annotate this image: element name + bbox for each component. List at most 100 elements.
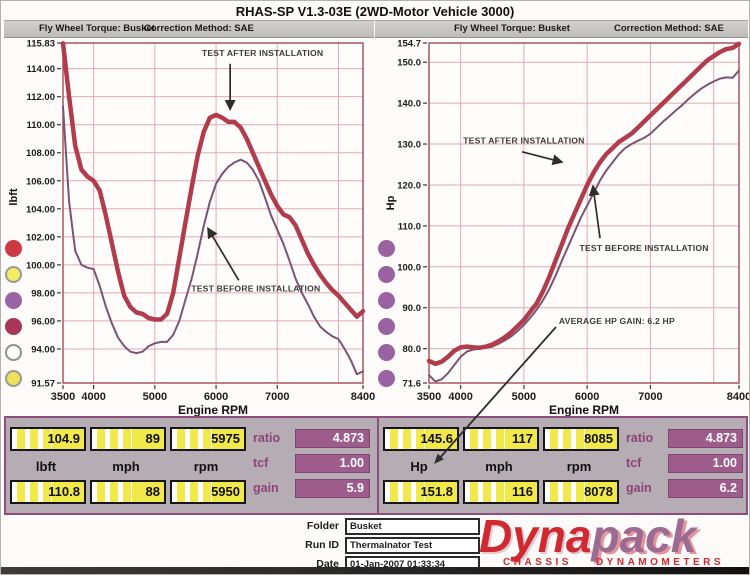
svg-text:154.7: 154.7	[397, 39, 421, 50]
speed-value: 89	[145, 431, 160, 446]
run-id-field[interactable]: Thermalnator Test	[345, 537, 480, 554]
channel-dot[interactable]	[378, 240, 395, 257]
hp-value: 151.8	[420, 484, 453, 499]
dynapack-logo: Dynapack CHASSIS DYNAMOMETERS	[479, 513, 743, 568]
rpm-display-secondary: 5950	[170, 480, 246, 504]
logo-chassis: CHASSIS	[503, 557, 572, 568]
torque-readouts: 104.9 89 5975 lbft mph rpm 110.8 88 5950…	[6, 418, 377, 513]
svg-text:91.57: 91.57	[31, 379, 55, 390]
window-title: RHAS-SP V1.3-03E (2WD-Motor Vehicle 3000…	[235, 4, 515, 19]
svg-text:100.0: 100.0	[397, 262, 421, 273]
torque-display-primary: 104.9	[10, 427, 86, 451]
hp-unit-label: Hp	[410, 459, 428, 474]
channel-dot[interactable]	[5, 344, 22, 361]
folder-label: Folder	[306, 520, 339, 532]
svg-text:120.0: 120.0	[397, 180, 421, 191]
ratio-value: 4.873	[668, 429, 743, 448]
curve-after_curve	[60, 41, 366, 322]
logo-dyna: Dyna	[479, 510, 592, 562]
correction-method-label: Correction Method: SAE	[144, 23, 254, 34]
speed-value: 116	[512, 484, 533, 499]
rpm-display-primary: 5975	[170, 427, 246, 451]
ratio-label: ratio	[253, 431, 281, 445]
svg-text:112.00: 112.00	[26, 92, 55, 103]
svg-text:130.0: 130.0	[397, 140, 421, 151]
tcf-label: tcf	[253, 456, 269, 470]
tcf-value: 1.00	[295, 454, 370, 473]
rpm-unit-label: rpm	[193, 459, 219, 474]
chart-annotation: TEST AFTER INSTALLATION	[463, 136, 584, 146]
curve-before_curve	[62, 105, 364, 376]
svg-text:8400: 8400	[351, 391, 375, 403]
svg-text:114.00: 114.00	[26, 64, 55, 75]
rpm-value: 8078	[584, 484, 613, 499]
svg-text:3500: 3500	[51, 391, 75, 403]
speed-display-secondary: 88	[90, 480, 166, 504]
svg-text:94.00: 94.00	[31, 344, 55, 355]
svg-text:98.00: 98.00	[31, 288, 55, 299]
svg-text:5000: 5000	[143, 391, 167, 403]
rpm-display-secondary: 8078	[543, 480, 619, 504]
chart-annotation: TEST BEFORE INSTALLATION	[580, 243, 709, 253]
svg-text:8400: 8400	[727, 391, 750, 403]
speed-unit-label: mph	[485, 459, 513, 474]
svg-text:104.00: 104.00	[26, 204, 55, 215]
torque-unit-label: lbft	[35, 459, 57, 474]
channel-dot[interactable]	[5, 370, 22, 387]
svg-text:7000: 7000	[638, 391, 662, 403]
scan-edge	[1, 567, 749, 574]
svg-text:5000: 5000	[512, 391, 536, 403]
svg-text:71.6: 71.6	[403, 379, 422, 390]
speed-display-primary: 89	[90, 427, 166, 451]
svg-text:108.00: 108.00	[26, 148, 55, 159]
speed-unit-label: mph	[112, 459, 140, 474]
channel-dot[interactable]	[378, 318, 395, 335]
svg-text:80.0: 80.0	[403, 344, 422, 355]
hp-chart: 154.7 150.0 140.0 130.0 120.0 110.0 100.0 90.0 8…	[393, 37, 750, 419]
folder-field[interactable]: Busket	[345, 518, 480, 535]
channel-dot[interactable]	[378, 344, 395, 361]
chart-annotation: TEST BEFORE INSTALLATION	[191, 283, 320, 293]
torque-chart-header: Fly Wheel Torque: Busket Correction Meth…	[4, 20, 374, 38]
channel-indicators-left	[5, 240, 23, 396]
gain-label: gain	[253, 481, 279, 495]
torque-source-label: Fly Wheel Torque: Busket	[454, 23, 570, 34]
torque-source-label: Fly Wheel Torque: Busket	[39, 23, 155, 34]
chart-annotation: AVERAGE HP GAIN: 6.2 HP	[559, 316, 675, 326]
channel-dot[interactable]	[378, 292, 395, 309]
rpm-value: 5975	[211, 431, 240, 446]
dynapack-tagline: CHASSIS DYNAMOMETERS	[479, 557, 743, 568]
run-id-label: Run ID	[305, 539, 339, 551]
hp-chart-header: Fly Wheel Torque: Busket Correction Meth…	[375, 20, 748, 38]
speed-value: 88	[145, 484, 160, 499]
channel-dot[interactable]	[5, 266, 22, 283]
ratio-label: ratio	[626, 431, 654, 445]
svg-text:96.00: 96.00	[31, 316, 55, 327]
torque-chart: 115.83 114.00 112.00 110.00 108.00 106.00 104.…	[26, 37, 375, 419]
svg-text:4000: 4000	[81, 391, 105, 403]
svg-text:140.0: 140.0	[397, 99, 421, 110]
rpm-display-primary: 8085	[543, 427, 619, 451]
hp-display-secondary: 151.8	[383, 480, 459, 504]
rpm-value: 8085	[584, 431, 613, 446]
channel-dot[interactable]	[378, 370, 395, 387]
channel-dot[interactable]	[5, 318, 22, 335]
channel-dot[interactable]	[5, 240, 22, 257]
rpm-unit-label: rpm	[566, 459, 592, 474]
correction-method-label: Correction Method: SAE	[614, 23, 724, 34]
svg-text:100.00: 100.00	[26, 260, 55, 271]
svg-text:3500: 3500	[417, 391, 441, 403]
svg-text:7000: 7000	[265, 391, 289, 403]
logo-dynamometers: DYNAMOMETERS	[595, 557, 725, 568]
channel-indicators-right	[378, 240, 396, 396]
gain-value: 6.2	[668, 479, 743, 498]
ratio-value: 4.873	[295, 429, 370, 448]
channel-dot[interactable]	[5, 292, 22, 309]
speed-display-secondary: 116	[463, 480, 539, 504]
rpm-value: 5950	[211, 484, 240, 499]
channel-dot[interactable]	[378, 266, 395, 283]
svg-text:102.00: 102.00	[26, 232, 55, 243]
svg-text:110.00: 110.00	[26, 120, 55, 131]
tcf-label: tcf	[626, 456, 642, 470]
torque-axis-unit: lbft	[8, 188, 20, 206]
